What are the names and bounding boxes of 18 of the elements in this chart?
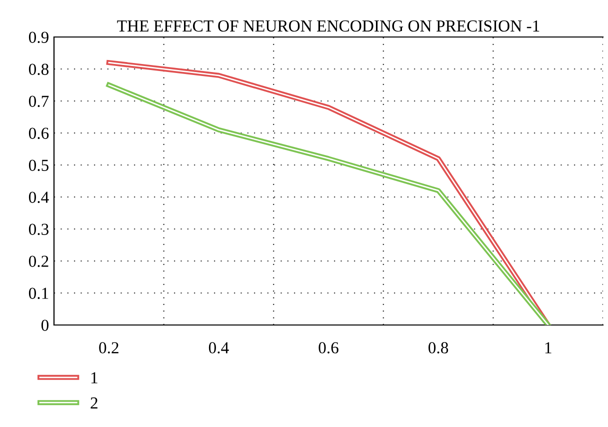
chart-title: THE EFFECT OF NEURON ENCODING ON PRECISION -1 — [117, 20, 540, 32]
legend-label: 1 — [91, 372, 98, 384]
y-tick-label: 0.5 — [28, 160, 48, 172]
x-tick-label: 0.4 — [208, 342, 229, 354]
y-tick-label: 0.6 — [28, 128, 49, 140]
y-tick-label: 0.2 — [28, 256, 48, 268]
x-tick-label: 0.2 — [99, 342, 118, 354]
y-tick-label: 0.1 — [28, 288, 48, 300]
y-tick-label: 0.8 — [28, 64, 49, 76]
x-tick-label: 0.8 — [428, 342, 448, 354]
y-tick-label: 0.9 — [28, 32, 48, 44]
y-tick-label: 0.3 — [28, 224, 48, 236]
legend-label: 2 — [90, 397, 98, 408]
x-tick-label: 0.6 — [318, 342, 338, 354]
y-tick-label: 0.4 — [28, 192, 49, 204]
y-tick-label: 0 — [41, 320, 49, 331]
x-tick-label: 1 — [545, 342, 552, 354]
y-tick-label: 0.7 — [28, 96, 49, 108]
